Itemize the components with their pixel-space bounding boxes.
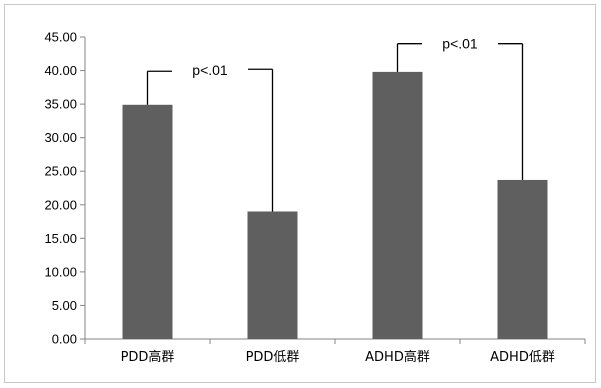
x-tick-label: ADHD低群 <box>490 350 555 365</box>
significance-bracket-1: p<.01 <box>146 62 274 212</box>
significance-annotations: p<.01 p<.01 <box>146 36 524 212</box>
bar-2 <box>247 211 298 339</box>
y-tick-label: 45.00 <box>44 30 77 45</box>
y-tick-label: 0.00 <box>52 332 77 347</box>
y-tick-label: 15.00 <box>44 231 77 246</box>
significance-label: p<.01 <box>442 36 478 52</box>
y-axis: 0.00 5.00 10.00 15.00 20.00 25.00 30.00 35.00 40… <box>44 30 86 347</box>
y-tick-label: 20.00 <box>44 197 77 212</box>
y-tick-label: 40.00 <box>44 63 77 78</box>
x-tick-label: ADHD高群 <box>365 349 430 365</box>
chart-frame <box>4 4 596 383</box>
y-tick-label: 5.00 <box>52 298 77 313</box>
y-tick-label: 10.00 <box>44 264 77 279</box>
bar-3 <box>372 71 423 340</box>
y-tick-label: 35.00 <box>44 97 77 112</box>
bar-1 <box>122 104 173 339</box>
y-tick-label: 30.00 <box>44 130 77 145</box>
x-tick-label: PDD低群 <box>246 350 300 365</box>
bar-4 <box>497 179 548 339</box>
bars <box>122 71 548 340</box>
significance-label: p<.01 <box>192 62 228 78</box>
x-axis: PDD高群 PDD低群 ADHD高群 ADHD低群 <box>84 338 586 365</box>
x-tick-label: PDD高群 <box>121 349 175 365</box>
y-tick-label: 25.00 <box>44 164 77 179</box>
significance-bracket-2: p<.01 <box>396 36 524 180</box>
